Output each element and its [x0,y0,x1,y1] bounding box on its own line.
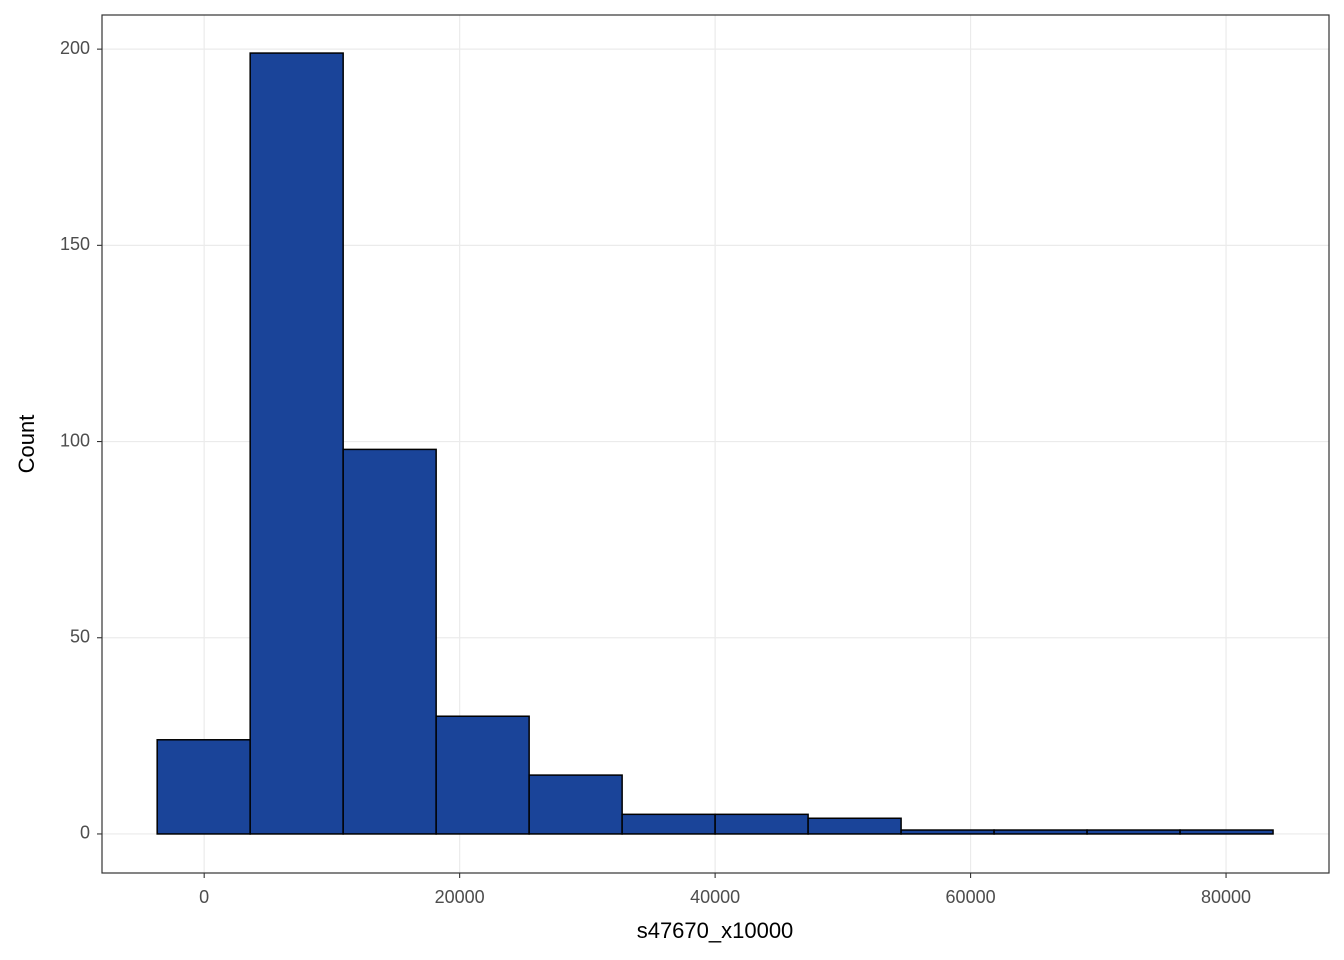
bar [1086,829,1181,835]
y-axis-title: Count [14,415,39,474]
bar [528,774,623,835]
x-tick-label: 0 [199,887,209,907]
bar [993,829,1088,835]
bar [714,813,809,835]
bar [807,817,902,835]
y-tick-label: 100 [60,430,90,450]
x-tick-label: 40000 [690,887,740,907]
y-tick-label: 200 [60,38,90,58]
bar [435,715,530,835]
bar [342,448,437,835]
bar [156,739,251,835]
y-tick-label: 0 [80,823,90,843]
y-tick-label: 50 [70,627,90,647]
x-axis-title: s47670_x10000 [637,918,794,943]
x-tick-label: 20000 [435,887,485,907]
x-tick-label: 80000 [1201,887,1251,907]
bar [621,813,716,835]
x-tick-label: 60000 [946,887,996,907]
bar [1179,829,1274,835]
plot-border [101,14,1330,874]
y-tick-label: 150 [60,234,90,254]
bar [900,829,995,835]
bar [249,52,344,835]
